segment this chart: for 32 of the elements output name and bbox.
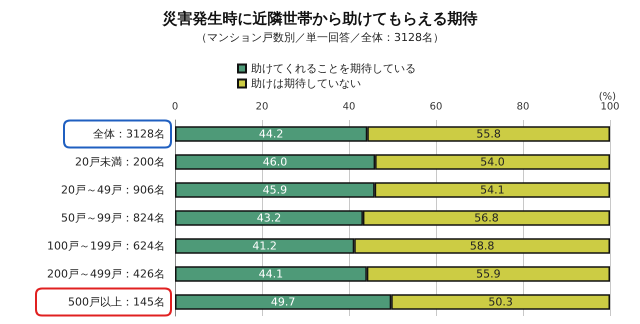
y-tick-label: 50戸～99戸：824名: [61, 212, 165, 224]
data-label: 54.0: [480, 156, 505, 168]
data-label: 45.9: [262, 184, 288, 196]
x-axis-title: (%): [598, 92, 616, 102]
chart-subtitle: （マンション戸数別／単一回答／全体：3128名）: [196, 31, 444, 44]
data-label: 56.8: [474, 212, 499, 224]
data-label: 55.8: [476, 128, 501, 140]
legend-label: 助けてくれることを期待している: [251, 62, 416, 75]
data-label: 50.3: [488, 296, 513, 308]
x-tick-label: 40: [342, 102, 356, 112]
data-label: 44.1: [258, 268, 284, 280]
x-tick-label: 20: [256, 102, 268, 112]
y-tick-label: 20戸～49戸：906名: [61, 184, 165, 196]
y-tick-label: 200戸～499戸：426名: [47, 268, 165, 280]
chart-title: 災害発生時に近隣世帯から助けてもらえる期待: [162, 10, 478, 28]
x-tick-label: 80: [516, 102, 530, 112]
data-label: 55.9: [476, 268, 501, 280]
y-tick-label: 100戸～199戸：624名: [47, 240, 165, 252]
y-tick-label: 20戸未満：200名: [75, 156, 165, 168]
data-label: 44.2: [258, 128, 284, 140]
x-tick-label: 0: [172, 102, 178, 112]
x-tick-label: 100: [600, 102, 620, 112]
data-label: 46.0: [262, 156, 288, 168]
y-tick-label: 全体：3128名: [93, 128, 165, 140]
data-label: 43.2: [256, 212, 282, 224]
data-label: 54.1: [480, 184, 505, 196]
data-label: 41.2: [252, 240, 277, 252]
legend-label: 助けは期待していない: [251, 77, 361, 90]
data-label: 49.7: [270, 296, 296, 308]
x-tick-label: 60: [430, 102, 442, 112]
y-tick-label: 500戸以上：145名: [68, 296, 165, 308]
data-label: 58.8: [470, 240, 494, 252]
